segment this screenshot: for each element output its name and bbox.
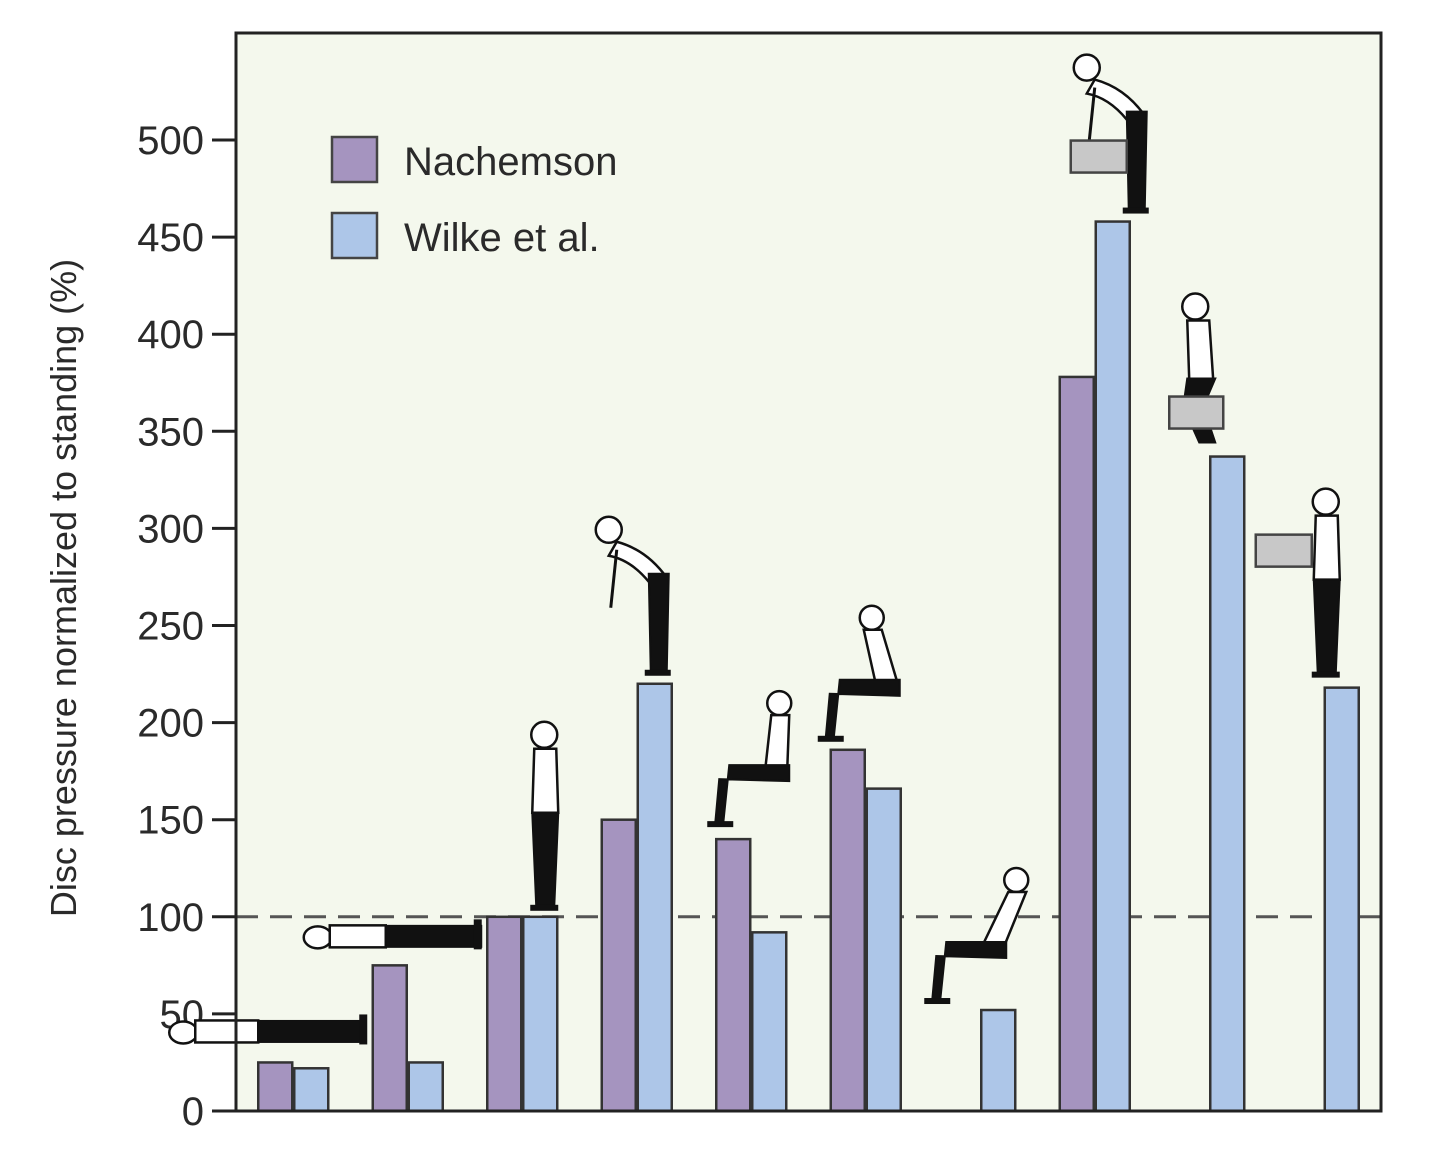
- posture-figure-9: [1254, 487, 1342, 678]
- y-tick-label: 150: [137, 799, 204, 843]
- posture-figure-4: [707, 689, 793, 828]
- y-tick-label: 500: [137, 119, 204, 163]
- y-tick-label: 100: [137, 896, 204, 940]
- y-tick-label: 350: [137, 410, 204, 454]
- bar-wilke-4: [751, 931, 788, 1113]
- y-tick-label: 300: [137, 507, 204, 551]
- y-tick-label: 200: [137, 702, 204, 746]
- bar-wilke-7: [1094, 220, 1131, 1113]
- bar-nachemson-2: [486, 915, 523, 1113]
- legend-swatch-wilke: [330, 211, 379, 260]
- bar-wilke-6: [980, 1008, 1017, 1113]
- bar-wilke-8: [1209, 455, 1246, 1113]
- y-tick-label: 450: [137, 216, 204, 260]
- y-axis-title: Disc pressure normalized to standing (%): [43, 259, 84, 917]
- legend-label-nachemson: Nachemson: [404, 140, 617, 184]
- posture-figure-5: [817, 604, 901, 742]
- bar-nachemson-1: [371, 964, 408, 1113]
- bar-wilke-0: [293, 1067, 330, 1113]
- posture-figure-1: [302, 919, 483, 950]
- bar-nachemson-4: [715, 837, 752, 1113]
- posture-figure-2: [530, 720, 560, 911]
- bar-wilke-1: [407, 1061, 444, 1113]
- plot-frame: [234, 31, 1383, 1113]
- posture-figure-3: [594, 515, 671, 676]
- legend-label-wilke: Wilke et al.: [404, 216, 600, 260]
- bar-nachemson-5: [829, 748, 866, 1113]
- y-tick-label: 400: [137, 313, 204, 357]
- posture-figure-0: [168, 1014, 368, 1045]
- posture-figure-7: [1069, 53, 1149, 214]
- bar-nachemson-3: [600, 818, 637, 1113]
- bar-nachemson-0: [257, 1061, 294, 1113]
- bar-wilke-2: [522, 915, 559, 1113]
- bar-wilke-3: [636, 682, 673, 1113]
- bar-nachemson-7: [1058, 375, 1095, 1113]
- bar-wilke-9: [1323, 686, 1360, 1113]
- legend: Nachemson Wilke et al.: [330, 135, 617, 260]
- legend-swatch-nachemson: [330, 135, 379, 184]
- y-tick-label: 0: [182, 1090, 204, 1134]
- bar-wilke-5: [865, 787, 902, 1113]
- posture-figure-6: [924, 866, 1030, 1005]
- posture-figure-8: [1168, 292, 1225, 444]
- y-tick-label: 250: [137, 605, 204, 649]
